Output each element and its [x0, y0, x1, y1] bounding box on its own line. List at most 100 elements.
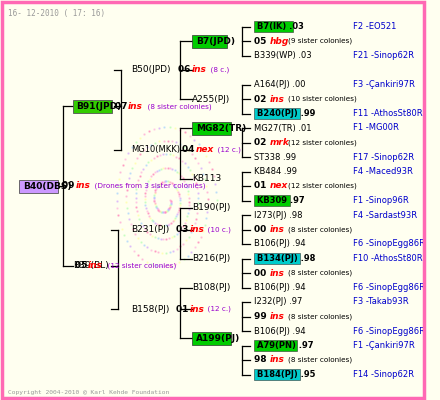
Text: ins: ins [76, 182, 91, 190]
Text: Copyright 2004-2010 @ Karl Kehde Foundation: Copyright 2004-2010 @ Karl Kehde Foundat… [8, 390, 169, 395]
Text: F3 -Çankiri97R: F3 -Çankiri97R [353, 80, 415, 89]
Text: MG27(TR) .01: MG27(TR) .01 [254, 124, 311, 132]
Text: B39(BL): B39(BL) [73, 261, 108, 270]
Text: F1 -MG00R: F1 -MG00R [353, 124, 400, 132]
Text: 05: 05 [74, 261, 90, 270]
Text: A164(PJ) .00: A164(PJ) .00 [254, 80, 305, 89]
FancyBboxPatch shape [254, 21, 293, 32]
FancyBboxPatch shape [254, 253, 301, 264]
Text: (12 sister colonies): (12 sister colonies) [288, 139, 356, 146]
Text: F4 -Sardast93R: F4 -Sardast93R [353, 210, 418, 220]
Text: F1 -Çankiri97R: F1 -Çankiri97R [353, 341, 415, 350]
Text: B106(PJ) .94: B106(PJ) .94 [254, 283, 305, 292]
Text: B50(JPD): B50(JPD) [131, 66, 170, 74]
Text: ins: ins [192, 66, 207, 74]
Text: (8 sister colonies): (8 sister colonies) [288, 357, 352, 363]
Text: ST338 .99: ST338 .99 [254, 152, 296, 162]
Text: KB484 .99: KB484 .99 [254, 167, 297, 176]
Text: F3 -Takab93R: F3 -Takab93R [353, 298, 409, 306]
Text: B231(PJ): B231(PJ) [131, 225, 169, 234]
Text: 06: 06 [178, 66, 194, 74]
Text: A255(PJ): A255(PJ) [192, 94, 230, 104]
FancyBboxPatch shape [254, 340, 297, 351]
Text: B91(JPD): B91(JPD) [77, 102, 122, 111]
FancyBboxPatch shape [19, 180, 59, 192]
Text: ins: ins [190, 305, 205, 314]
Text: B108(PJ): B108(PJ) [192, 283, 230, 292]
Text: (12 c.): (12 c.) [213, 146, 241, 153]
Text: (10 sister colonies): (10 sister colonies) [288, 96, 356, 102]
Text: 98: 98 [254, 356, 269, 364]
FancyBboxPatch shape [73, 100, 112, 113]
FancyBboxPatch shape [192, 332, 231, 345]
Text: 07: 07 [114, 102, 130, 111]
Text: 04: 04 [182, 145, 198, 154]
Text: 99: 99 [254, 312, 270, 321]
Text: B339(WP) .03: B339(WP) .03 [254, 51, 312, 60]
Text: B240(PJ) .99: B240(PJ) .99 [257, 109, 315, 118]
Text: hbg: hbg [269, 36, 289, 46]
Text: MG82(TR): MG82(TR) [196, 124, 246, 132]
Text: F17 -Sinop62R: F17 -Sinop62R [353, 152, 414, 162]
FancyBboxPatch shape [192, 34, 227, 48]
Text: B184(PJ) .95: B184(PJ) .95 [257, 370, 315, 379]
Text: KB113: KB113 [192, 174, 221, 183]
Text: (12 sister colonies): (12 sister colonies) [288, 183, 356, 189]
Text: B134(PJ) .98: B134(PJ) .98 [257, 254, 315, 263]
Text: ins: ins [88, 261, 103, 270]
Text: F11 -AthosSt80R: F11 -AthosSt80R [353, 109, 423, 118]
FancyBboxPatch shape [254, 108, 301, 119]
FancyBboxPatch shape [254, 369, 301, 380]
Text: F4 -Maced93R: F4 -Maced93R [353, 167, 413, 176]
Text: (Drones from 3 sister colonies): (Drones from 3 sister colonies) [90, 183, 206, 189]
Text: ins: ins [190, 225, 205, 234]
Text: nex: nex [196, 145, 214, 154]
Text: 09: 09 [62, 182, 78, 190]
Text: B158(PJ): B158(PJ) [131, 305, 169, 314]
Text: F21 -Sinop62R: F21 -Sinop62R [353, 51, 414, 60]
Text: B40(DBS): B40(DBS) [23, 182, 72, 190]
Text: F6 -SinopEgg86R: F6 -SinopEgg86R [353, 283, 425, 292]
Text: F10 -AthosSt80R: F10 -AthosSt80R [353, 254, 423, 263]
Text: nex: nex [269, 182, 287, 190]
Text: (8 sister colonies): (8 sister colonies) [288, 226, 352, 233]
Text: B216(PJ): B216(PJ) [192, 254, 230, 263]
FancyBboxPatch shape [254, 195, 290, 206]
Text: A199(PJ): A199(PJ) [196, 334, 240, 343]
Text: F6 -SinopEgg86R: F6 -SinopEgg86R [353, 240, 425, 248]
Text: F14 -Sinop62R: F14 -Sinop62R [353, 370, 414, 379]
Text: 16- 12-2010 ( 17: 16): 16- 12-2010 ( 17: 16) [8, 9, 105, 18]
Text: mrk: mrk [269, 138, 289, 147]
Text: F6 -SinopEgg86R: F6 -SinopEgg86R [353, 326, 425, 336]
Text: (8 sister colonies): (8 sister colonies) [143, 103, 211, 110]
Text: MG10(MKK): MG10(MKK) [131, 145, 180, 154]
Text: (8 c.): (8 c.) [206, 67, 230, 73]
Text: A79(PN) .97: A79(PN) .97 [257, 341, 313, 350]
Text: I232(PJ) .97: I232(PJ) .97 [254, 298, 302, 306]
Text: B7(IK) .03: B7(IK) .03 [257, 22, 304, 31]
Text: ins: ins [269, 225, 284, 234]
Text: ins: ins [269, 312, 284, 321]
Text: KB309 .97: KB309 .97 [257, 196, 304, 205]
Text: B106(PJ) .94: B106(PJ) .94 [254, 326, 305, 336]
Text: F1 -Sinop96R: F1 -Sinop96R [353, 196, 409, 205]
Text: 03: 03 [176, 225, 192, 234]
Text: (8 sister colonies): (8 sister colonies) [288, 313, 352, 320]
Text: (12 c.): (12 c.) [203, 306, 231, 312]
Text: ins: ins [269, 94, 284, 104]
Text: 01: 01 [176, 305, 192, 314]
Text: ins: ins [269, 268, 284, 278]
Text: ins: ins [128, 102, 143, 111]
Text: (12 sister colonies): (12 sister colonies) [103, 262, 176, 269]
Text: F2 -EO521: F2 -EO521 [353, 22, 397, 31]
Text: ins: ins [269, 356, 284, 364]
Text: 01: 01 [254, 182, 269, 190]
FancyBboxPatch shape [192, 122, 231, 134]
Text: (9 sister colonies): (9 sister colonies) [288, 38, 352, 44]
Text: 00: 00 [254, 268, 269, 278]
Text: (10 c.): (10 c.) [203, 226, 231, 233]
Text: B7(JPD): B7(JPD) [196, 36, 235, 46]
Text: B106(PJ) .94: B106(PJ) .94 [254, 240, 305, 248]
Text: I273(PJ) .98: I273(PJ) .98 [254, 210, 302, 220]
Text: 05: 05 [254, 36, 269, 46]
